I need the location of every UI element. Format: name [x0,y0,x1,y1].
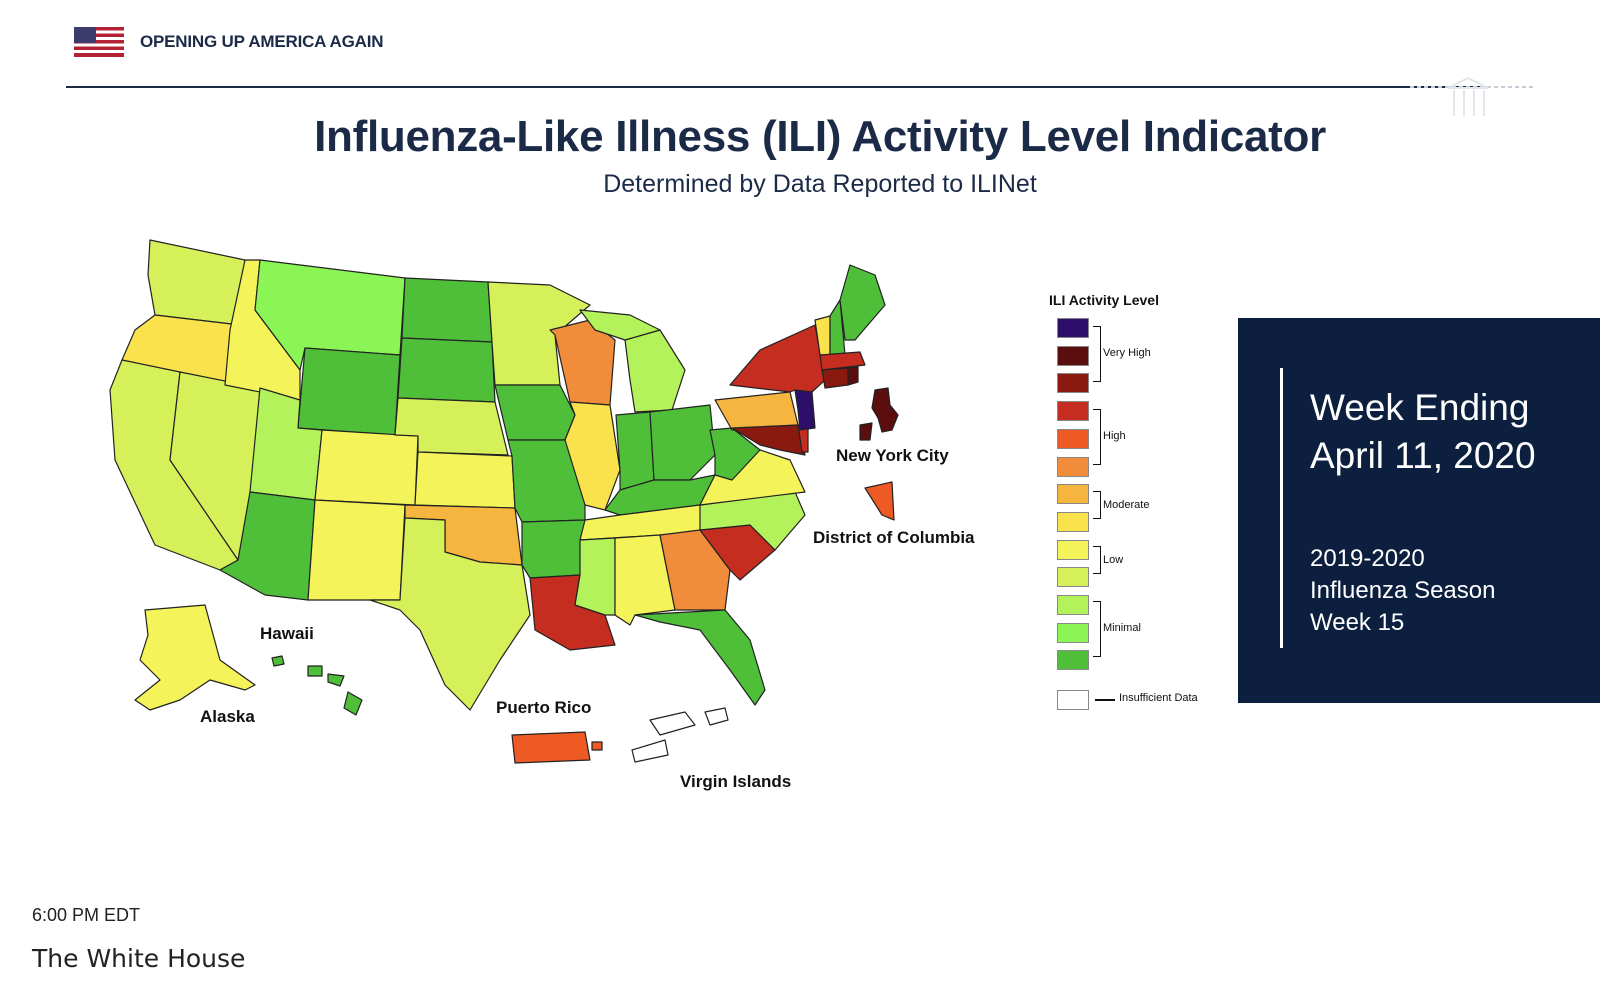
territory-virgin-islands-1 [649,711,696,736]
state-michigan-up [579,309,661,341]
page-title: Influenza-Like Illness (ILI) Activity Le… [314,112,1326,161]
legend-swatch-level-7 [1057,484,1089,505]
state-connecticut [821,367,849,389]
legend-swatch-level-13 [1057,318,1089,338]
legend-swatch-level-12 [1057,345,1089,366]
legend-swatch-level-5 [1057,539,1089,560]
legend-label-minimal: Minimal [1103,622,1141,634]
legend-label-low: Low [1103,554,1124,566]
state-ohio [649,404,716,481]
header: OPENING UP AMERICA AGAIN [74,26,383,58]
label-new-york-city: New York City [836,446,949,465]
legend-swatch-level-4 [1057,567,1089,588]
state-iowa [494,384,576,441]
season-years: 2019-2020 [1310,545,1425,572]
ili-legend: ILI Activity Level Very High High Modera… [1045,292,1235,722]
inset-new-york-city [871,387,899,433]
state-rhode-island [847,366,859,386]
label-district-of-columbia: District of Columbia [813,528,975,547]
state-alaska [134,604,256,711]
label-puerto-rico: Puerto Rico [496,698,592,717]
state-maryland [731,424,806,456]
territory-virgin-islands-3 [631,739,669,763]
territory-puerto-rico-island [591,741,603,751]
state-arkansas [521,519,586,579]
state-hawaii-1 [271,655,285,667]
legend-label-high: High [1103,430,1126,442]
legend-swatch-level-1 [1057,650,1089,671]
bracket-high [1093,409,1101,465]
bracket-minimal [1093,601,1101,657]
label-alaska: Alaska [200,707,255,726]
season-name: Influenza Season [1310,577,1496,604]
bracket-very-high [1093,326,1101,382]
state-massachusetts [819,351,866,371]
state-new-york [729,324,826,393]
state-hawaii-4 [343,691,363,716]
label-virgin-islands: Virgin Islands [680,772,792,791]
legend-line-insufficient [1095,699,1115,701]
legend-swatch-level-8 [1057,456,1089,477]
legend-swatch-level-11 [1057,373,1089,394]
state-pennsylvania [714,391,799,431]
state-washington [147,239,246,326]
state-south-dakota [397,337,496,403]
legend-swatch-level-6 [1057,511,1089,532]
legend-label-very-high: Very High [1103,347,1151,359]
state-colorado [314,429,419,506]
legend-label-moderate: Moderate [1103,499,1150,511]
bracket-low [1093,546,1101,574]
broadcast-source: The White House [32,944,246,973]
state-hawaii-2 [307,665,323,677]
territory-virgin-islands-2 [704,707,729,726]
state-wyoming [297,347,401,436]
legend-swatch-level-3 [1057,595,1089,615]
state-hawaii-3 [327,673,345,687]
week-info-panel: Week Ending April 11, 2020 2019-2020 Inf… [1238,318,1600,703]
state-minnesota [487,281,591,386]
us-states-map-svg [109,239,899,764]
territory-puerto-rico [511,731,591,764]
week-ending: Week Ending April 11, 2020 [1310,384,1536,480]
season-week: Week 15 [1310,609,1405,636]
inset-new-york-city-si [859,422,873,441]
header-divider [66,86,1486,88]
state-maine [839,264,886,341]
state-new-mexico [307,499,406,601]
state-kansas [414,451,516,509]
legend-swatch-level-10 [1057,401,1089,422]
panel-accent-bar [1280,368,1283,648]
state-texas [369,517,531,711]
ili-activity-map: New York City District of Columbia Hawai… [60,230,1020,820]
legend-swatch-level-9 [1057,428,1089,449]
state-georgia [659,529,731,611]
season-info: 2019-2020 Influenza Season Week 15 [1310,543,1495,639]
legend-label-insufficient: Insufficient Data [1119,692,1198,704]
state-indiana [615,411,655,491]
state-florida [634,609,766,706]
legend-swatch-insufficient [1057,690,1089,710]
state-mississippi [574,537,616,616]
state-illinois [564,401,621,511]
inset-district-of-columbia [864,481,895,521]
legend-title: ILI Activity Level [1049,292,1159,308]
label-hawaii: Hawaii [260,624,314,643]
page-subtitle: Determined by Data Reported to ILINet [603,170,1037,198]
white-house-watermark-icon [1440,74,1496,120]
state-michigan [624,329,686,413]
week-ending-label: Week Ending [1310,387,1530,428]
bracket-moderate [1093,491,1101,519]
header-title: OPENING UP AMERICA AGAIN [140,32,384,51]
state-north-dakota [401,277,493,343]
us-flag-icon [74,27,124,57]
week-ending-date: April 11, 2020 [1310,435,1536,476]
legend-swatch-level-2 [1057,622,1089,643]
broadcast-time: 6:00 PM EDT [32,905,141,925]
